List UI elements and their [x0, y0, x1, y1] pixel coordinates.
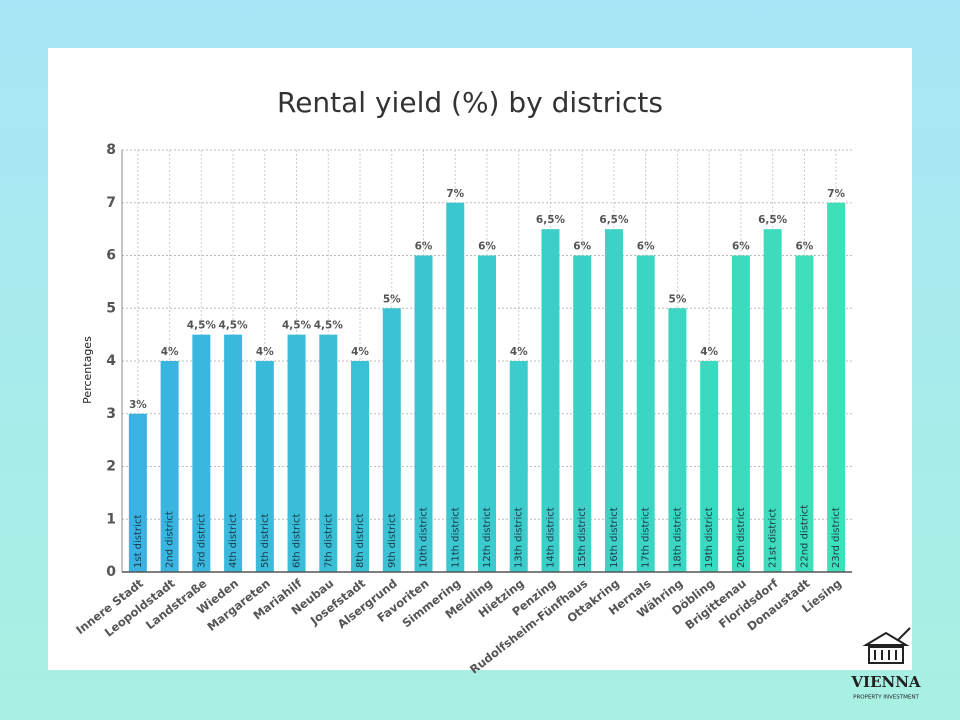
- value-label: 5%: [669, 293, 687, 305]
- bar: [255, 361, 274, 572]
- value-label: 6,5%: [758, 214, 788, 226]
- bar-label: 12th district: [482, 507, 493, 568]
- value-label: 6%: [573, 241, 591, 253]
- y-tick-label: 2: [106, 459, 116, 475]
- bar-label: 3rd district: [196, 514, 207, 568]
- bar: [224, 334, 243, 572]
- bar-label: 16th district: [609, 507, 620, 568]
- y-tick-label: 5: [106, 300, 116, 316]
- bar: [509, 361, 528, 572]
- bar: [319, 334, 338, 572]
- bar: [446, 202, 465, 572]
- value-label: 4%: [510, 346, 528, 358]
- logo-name: VIENNA: [850, 673, 921, 691]
- y-axis-label: Percentages: [81, 336, 94, 404]
- value-label: 6,5%: [599, 214, 629, 226]
- value-label: 6%: [637, 241, 655, 253]
- bar-label: 11th district: [450, 507, 461, 568]
- bar-label: 17th district: [641, 507, 652, 568]
- y-tick-label: 0: [106, 564, 116, 580]
- bar-label: 2nd district: [165, 511, 176, 568]
- bar: [795, 255, 814, 572]
- bar: [731, 255, 750, 572]
- logo-building: [868, 646, 904, 664]
- logo-roof: [862, 631, 910, 646]
- bar: [287, 334, 306, 572]
- bar: [351, 361, 370, 572]
- y-tick-label: 4: [106, 353, 116, 369]
- bar: [573, 255, 592, 572]
- bar: [604, 229, 623, 572]
- bar-label: 6th district: [292, 514, 303, 568]
- bar-label: 23rd district: [831, 507, 842, 568]
- value-label: 4,5%: [187, 320, 217, 332]
- bar-label: 21st district: [768, 508, 779, 568]
- logo-tagline: PROPERTY INVESTMENT: [853, 695, 919, 701]
- chart-title: Rental yield (%) by districts: [277, 86, 663, 119]
- bar-label: 22nd district: [799, 505, 810, 568]
- bar: [160, 361, 179, 572]
- value-label: 6%: [732, 241, 750, 253]
- bar: [668, 308, 687, 572]
- y-tick-label: 8: [106, 142, 116, 158]
- bar-label: 1st district: [133, 515, 144, 568]
- value-label: 4%: [700, 346, 718, 358]
- value-label: 4,5%: [282, 320, 312, 332]
- value-label: 3%: [129, 399, 147, 411]
- bar: [478, 255, 496, 572]
- y-tick-label: 3: [106, 406, 116, 422]
- value-label: 6,5%: [536, 214, 566, 226]
- value-label: 5%: [383, 293, 401, 305]
- value-label: 4%: [161, 346, 179, 358]
- value-label: 7%: [446, 188, 464, 200]
- bar-label: 10th district: [419, 507, 430, 568]
- bar: [192, 334, 211, 572]
- value-label: 6%: [478, 241, 496, 253]
- value-label: 4,5%: [314, 320, 344, 332]
- value-label: 4%: [256, 346, 274, 358]
- bar: [636, 255, 655, 572]
- bar-label: 9th district: [387, 514, 398, 568]
- bar-label: 15th district: [577, 507, 588, 568]
- bar: [382, 308, 401, 572]
- bar-label: 14th district: [545, 507, 556, 568]
- value-label: 6%: [795, 241, 813, 253]
- y-tick-label: 6: [106, 248, 116, 264]
- bar-label: 5th district: [260, 514, 271, 568]
- bar: [827, 202, 846, 572]
- bar: [414, 255, 433, 572]
- bar: [700, 361, 719, 572]
- bar-label: 20th district: [736, 507, 747, 568]
- bar: [763, 229, 782, 572]
- value-label: 4,5%: [219, 320, 249, 332]
- bar-label: 8th district: [355, 514, 366, 568]
- bar-label: 13th district: [514, 507, 525, 568]
- bar-label: 7th district: [323, 514, 334, 568]
- y-tick-label: 1: [106, 511, 116, 527]
- logo: VIENNA PROPERTY INVESTMENT: [850, 627, 921, 701]
- value-label: 7%: [827, 188, 845, 200]
- bar-label: 4th district: [228, 514, 239, 568]
- value-label: 4%: [351, 346, 369, 358]
- bar: [128, 413, 147, 572]
- value-label: 6%: [415, 241, 433, 253]
- bar-label: 18th district: [672, 507, 683, 568]
- bar: [541, 229, 560, 572]
- bar-label: 19th district: [704, 507, 715, 568]
- y-tick-label: 7: [106, 195, 116, 211]
- logo-columns: [874, 627, 911, 660]
